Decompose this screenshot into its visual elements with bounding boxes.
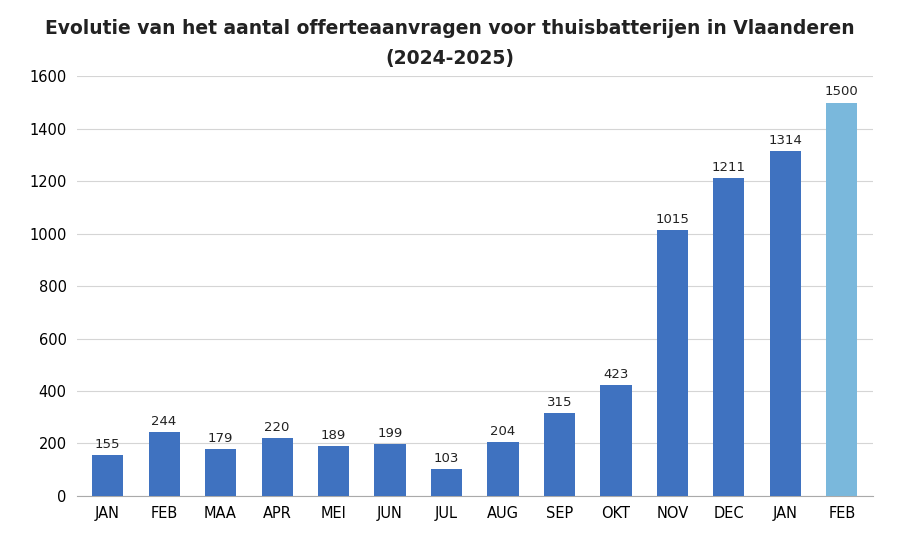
Text: 1314: 1314 bbox=[769, 134, 803, 147]
Text: 244: 244 bbox=[151, 415, 176, 428]
Text: 103: 103 bbox=[434, 452, 459, 465]
Bar bbox=[488, 443, 518, 496]
Text: 423: 423 bbox=[603, 368, 629, 381]
Bar bbox=[714, 178, 744, 496]
Bar bbox=[148, 432, 180, 496]
Text: 220: 220 bbox=[265, 421, 290, 434]
Text: 189: 189 bbox=[321, 429, 347, 442]
Text: 1015: 1015 bbox=[655, 213, 689, 226]
Text: Evolutie van het aantal offerteaanvragen voor thuisbatterijen in Vlaanderen: Evolutie van het aantal offerteaanvragen… bbox=[45, 19, 855, 38]
Bar bbox=[318, 446, 349, 496]
Bar bbox=[657, 230, 688, 496]
Bar bbox=[544, 413, 575, 496]
Text: 204: 204 bbox=[491, 425, 516, 438]
Bar bbox=[205, 449, 236, 496]
Bar bbox=[262, 438, 292, 496]
Text: 155: 155 bbox=[94, 438, 121, 451]
Bar bbox=[826, 102, 858, 496]
Bar bbox=[431, 469, 462, 496]
Text: (2024-2025): (2024-2025) bbox=[385, 49, 515, 68]
Bar bbox=[92, 455, 123, 496]
Text: 1211: 1211 bbox=[712, 161, 746, 174]
Text: 199: 199 bbox=[377, 427, 402, 440]
Text: 179: 179 bbox=[208, 432, 233, 445]
Bar bbox=[600, 385, 632, 496]
Bar bbox=[374, 444, 406, 496]
Text: 1500: 1500 bbox=[825, 86, 859, 98]
Bar bbox=[770, 152, 801, 496]
Text: 315: 315 bbox=[546, 396, 572, 409]
